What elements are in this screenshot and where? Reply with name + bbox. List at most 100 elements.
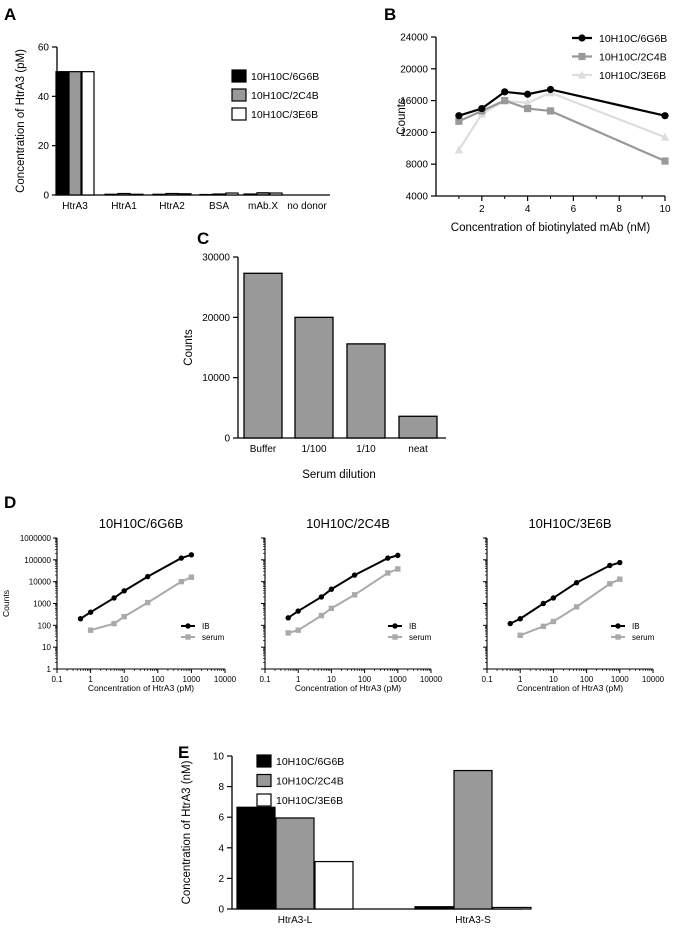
data-point bbox=[501, 88, 509, 96]
data-point bbox=[77, 616, 84, 622]
data-point bbox=[351, 572, 358, 578]
data-point bbox=[540, 600, 547, 607]
x-tick-label: 1000 bbox=[389, 675, 407, 684]
y-tick-label: 1000 bbox=[33, 600, 51, 609]
y-tick-label: 2 bbox=[218, 874, 224, 885]
bar bbox=[243, 193, 257, 196]
bar bbox=[453, 769, 493, 910]
data-point bbox=[454, 145, 463, 154]
legend-label: 10H10C/2C4B bbox=[251, 90, 319, 102]
data-point bbox=[188, 552, 195, 558]
legend-swatch bbox=[256, 793, 272, 807]
data-point bbox=[87, 627, 94, 633]
chart-panel-b: 4000 8000 12000 16000 20000 24000 2 4 6 8 10 10H10C… bbox=[396, 33, 671, 235]
y-axis-title: Counts bbox=[1, 590, 11, 617]
panel-letter-d: D bbox=[4, 493, 16, 512]
data-point bbox=[144, 573, 151, 580]
chart-title: 10H10C/3E6B bbox=[528, 516, 611, 531]
legend-label: 10H10C/3E6B bbox=[251, 109, 318, 121]
x-tick-label: 10 bbox=[659, 204, 671, 215]
legend-label: IB bbox=[202, 622, 210, 631]
bar bbox=[269, 192, 283, 196]
data-point bbox=[121, 613, 127, 620]
x-axis-title: Concentration of HtrA3 (pM) bbox=[517, 683, 623, 693]
data-point bbox=[328, 605, 335, 612]
x-axis-title: Concentration of HtrA3 (pM) bbox=[88, 683, 194, 693]
y-tick-label: 60 bbox=[38, 43, 50, 54]
y-tick-label: 100 bbox=[38, 621, 52, 630]
data-point bbox=[295, 608, 301, 614]
chart-title: 10H10C/6G6B bbox=[99, 516, 184, 531]
y-tick-label: 0 bbox=[218, 905, 224, 916]
legend-marker bbox=[578, 52, 586, 61]
x-tick-label: 1000 bbox=[611, 675, 629, 684]
bar bbox=[314, 860, 354, 910]
y-tick-label: 30000 bbox=[202, 253, 230, 264]
chart-panel-d-2c4b: 0.1 1 10 100 1000 10000 IB serum 10H10C/2C4B Conc… bbox=[259, 516, 442, 693]
legend-marker bbox=[185, 623, 191, 629]
data-point bbox=[573, 604, 580, 610]
x-axis-title: Concentration of HtrA3 (pM) bbox=[295, 683, 401, 693]
x-tick-label: 2 bbox=[479, 204, 485, 215]
legend-label: 10H10C/2C4B bbox=[276, 776, 344, 788]
legend-marker bbox=[578, 34, 586, 42]
y-tick-label: 20000 bbox=[202, 313, 230, 324]
chart-title: 10H10C/2C4B bbox=[306, 516, 390, 531]
legend-swatch bbox=[256, 773, 272, 788]
legend-label: 10H10C/6G6B bbox=[251, 71, 319, 83]
y-tick-label: 8 bbox=[218, 782, 224, 793]
legend-label: serum bbox=[409, 633, 432, 642]
bar bbox=[275, 817, 315, 910]
data-point bbox=[524, 104, 532, 113]
y-tick-label: 1 bbox=[47, 665, 52, 674]
data-point bbox=[660, 132, 670, 141]
x-tick-label: HtrA2 bbox=[159, 201, 185, 212]
bar bbox=[243, 272, 283, 439]
x-tick-label: 10 bbox=[120, 675, 129, 684]
data-point bbox=[455, 112, 463, 120]
x-tick-label: HtrA1 bbox=[111, 201, 137, 212]
data-point bbox=[351, 592, 358, 598]
legend-marker bbox=[392, 634, 398, 640]
data-point bbox=[395, 566, 401, 572]
legend-label: IB bbox=[409, 622, 417, 631]
bar bbox=[225, 192, 239, 196]
data-point bbox=[501, 97, 509, 105]
data-point bbox=[550, 595, 557, 601]
data-point bbox=[540, 623, 547, 630]
series-line bbox=[458, 99, 666, 163]
data-point bbox=[507, 620, 513, 627]
data-point bbox=[385, 555, 391, 561]
bar bbox=[294, 316, 334, 439]
panel-letter-a: A bbox=[4, 5, 16, 24]
data-point bbox=[285, 630, 291, 636]
x-tick-label: 0.1 bbox=[51, 675, 63, 684]
y-tick-label: 8000 bbox=[406, 160, 429, 171]
x-tick-label: 10000 bbox=[420, 675, 443, 684]
chart-panel-a: 0 20 40 60 HtrA3 HtrA1 HtrA2 BSA mAb.X no donor Co… bbox=[15, 43, 330, 212]
y-tick-label: 10000 bbox=[29, 578, 52, 587]
x-tick-label: 1/10 bbox=[356, 444, 376, 455]
data-point bbox=[478, 104, 486, 113]
data-point bbox=[318, 594, 325, 600]
x-tick-label: 10000 bbox=[214, 675, 237, 684]
data-point bbox=[607, 581, 613, 587]
x-tick-label: 1/100 bbox=[301, 444, 326, 455]
y-tick-label: 40 bbox=[38, 92, 50, 103]
y-tick-label: 0 bbox=[224, 434, 230, 445]
x-tick-label: 1 bbox=[518, 675, 523, 684]
data-point bbox=[546, 85, 555, 94]
y-tick-label: 20000 bbox=[400, 64, 428, 75]
legend-swatch bbox=[231, 69, 247, 83]
bar bbox=[236, 806, 276, 910]
x-tick-label: 1 bbox=[88, 675, 93, 684]
data-point bbox=[617, 559, 623, 566]
y-axis-title: Concentration of HtrA3 (pM) bbox=[15, 49, 27, 193]
chart-panel-e: 0 2 4 6 8 10 HtrA3-L HtrA3-S Concentration of Ht… bbox=[181, 752, 532, 926]
y-tick-label: 0 bbox=[43, 191, 49, 202]
data-point bbox=[517, 616, 523, 622]
legend-marker bbox=[185, 634, 191, 640]
x-tick-label: HtrA3-L bbox=[278, 915, 313, 926]
x-tick-label: Buffer bbox=[250, 444, 277, 455]
